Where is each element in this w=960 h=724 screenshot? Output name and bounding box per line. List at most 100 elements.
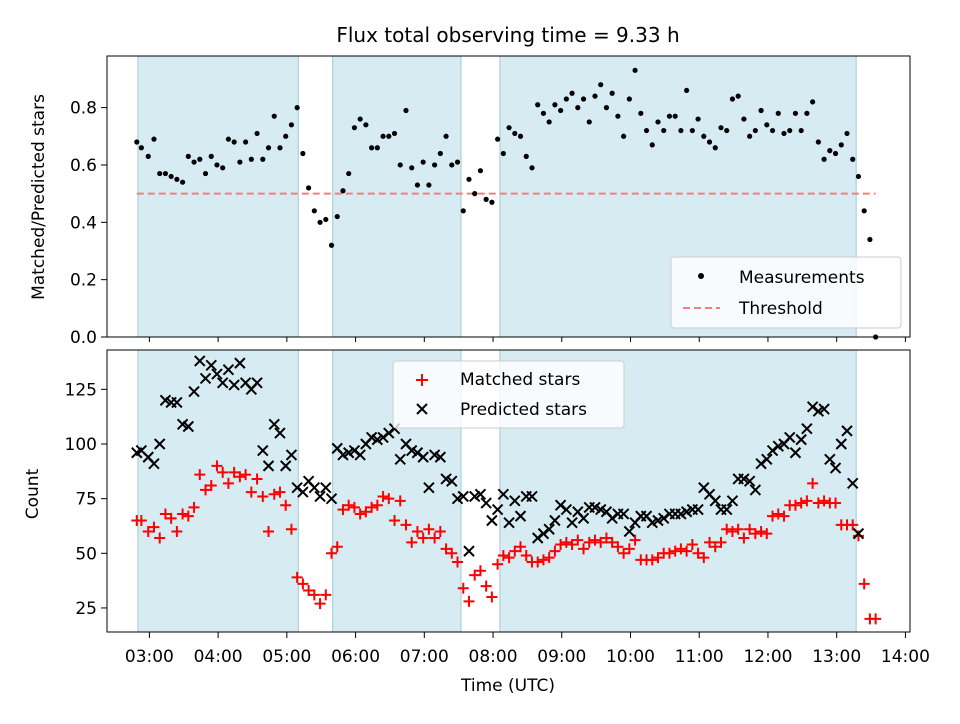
legend-matched-label: Matched stars xyxy=(460,370,580,390)
measurement-point xyxy=(237,159,243,165)
matched-point xyxy=(681,545,693,557)
measurement-point xyxy=(827,148,833,154)
matched-point xyxy=(830,497,842,509)
top-y-axis-label: Matched/Predicted stars xyxy=(29,94,49,300)
matched-point xyxy=(394,495,406,507)
predicted-point xyxy=(262,460,275,472)
measurement-point xyxy=(202,170,209,177)
measurement-point xyxy=(626,96,632,102)
predicted-point xyxy=(566,516,578,529)
measurement-point xyxy=(598,82,604,88)
bottom-legend: Matched stars Predicted stars xyxy=(392,360,625,429)
measurement-point xyxy=(386,133,392,139)
measurement-point xyxy=(735,93,741,99)
predicted-point xyxy=(560,503,573,516)
matched-point xyxy=(618,547,630,559)
y-tick-label: 0.8 xyxy=(70,99,97,119)
measurement-point xyxy=(323,216,329,223)
measurement-point xyxy=(225,136,232,142)
measurement-point xyxy=(214,162,220,168)
predicted-point xyxy=(171,396,183,409)
measurement-point xyxy=(689,127,695,134)
measurement-point xyxy=(294,105,300,111)
predicted-point xyxy=(194,355,206,367)
predicted-point xyxy=(423,482,435,494)
predicted-point xyxy=(514,510,527,522)
predicted-point xyxy=(325,492,338,505)
matched-point xyxy=(251,473,263,485)
measurement-point xyxy=(810,99,816,105)
measurement-point xyxy=(718,125,724,131)
predicted-point xyxy=(251,377,263,389)
x-tick-label: 03:00 xyxy=(125,647,174,667)
matched-point xyxy=(389,515,401,527)
shaded-interval xyxy=(137,55,299,338)
measurement-point xyxy=(157,170,163,177)
measurement-point xyxy=(403,107,409,114)
matched-point xyxy=(400,519,412,531)
matched-point xyxy=(778,510,790,522)
predicted-point xyxy=(743,475,756,487)
predicted-point xyxy=(549,514,561,527)
predicted-point xyxy=(721,503,733,516)
predicted-point xyxy=(486,514,498,527)
matched-point xyxy=(509,545,521,557)
measurement-point xyxy=(695,116,701,122)
predicted-point xyxy=(354,449,366,461)
predicted-point xyxy=(829,462,842,474)
matched-point xyxy=(135,515,147,527)
measurement-point xyxy=(185,153,191,159)
measurement-point xyxy=(729,96,736,102)
predicted-point xyxy=(182,420,195,433)
measurement-point xyxy=(661,127,667,134)
measurement-point xyxy=(432,162,438,168)
predicted-point xyxy=(761,453,773,466)
matched-point xyxy=(749,528,761,540)
predicted-point xyxy=(394,453,406,466)
predicted-point xyxy=(491,503,504,516)
predicted-point xyxy=(446,475,458,487)
matched-point xyxy=(704,536,716,548)
x-tick-label: 04:00 xyxy=(194,647,243,667)
matched-point xyxy=(515,541,527,553)
predicted-point xyxy=(847,477,859,490)
measurement-point xyxy=(340,188,346,194)
figure-title: Flux total observing time = 9.33 h xyxy=(336,23,679,47)
matched-point xyxy=(543,552,555,564)
matched-point xyxy=(652,552,664,564)
predicted-point xyxy=(268,418,280,431)
measurement-point xyxy=(306,185,312,191)
matched-point xyxy=(560,536,572,548)
matched-point xyxy=(320,589,332,601)
matched-point xyxy=(303,584,315,596)
measurement-point xyxy=(684,87,690,94)
top-legend-box xyxy=(670,256,902,329)
matched-point xyxy=(377,490,389,502)
predicted-point xyxy=(205,359,217,372)
matched-point xyxy=(274,486,286,498)
measurement-point xyxy=(815,139,821,145)
matched-point xyxy=(807,477,819,489)
measurement-point xyxy=(300,150,306,157)
predicted-point xyxy=(148,457,160,470)
matched-point xyxy=(503,552,515,564)
measurement-point xyxy=(666,113,673,119)
measurement-point xyxy=(512,130,518,137)
measurement-point xyxy=(792,110,799,116)
matched-point xyxy=(744,523,756,535)
matched-point xyxy=(612,541,624,553)
matched-point xyxy=(280,499,292,511)
predicted-point xyxy=(474,488,487,500)
measurement-point xyxy=(374,145,380,151)
matched-point xyxy=(154,532,166,544)
y-tick-label: 0.2 xyxy=(70,271,97,291)
measurement-point xyxy=(672,113,678,119)
measurement-point xyxy=(460,208,466,214)
predicted-point xyxy=(526,490,538,503)
legend-predicted-marker xyxy=(416,403,428,415)
matched-point xyxy=(326,547,338,559)
measurement-point xyxy=(621,133,627,139)
top-axes-frame xyxy=(106,55,911,338)
measurement-point xyxy=(575,105,581,111)
